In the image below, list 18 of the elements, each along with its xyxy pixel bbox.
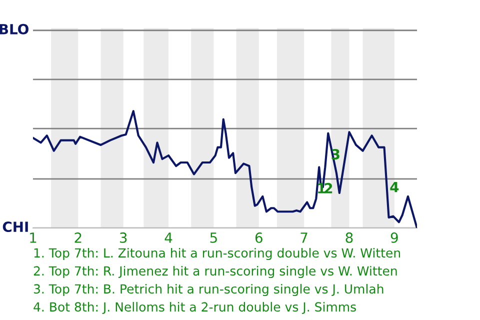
- x-tick-label: 2: [74, 232, 82, 243]
- ref-line-label: BLO: [0, 24, 28, 34]
- x-tick-label: 1: [30, 232, 36, 243]
- annotation: 2: [324, 182, 332, 194]
- x-tick-label: 6: [255, 232, 262, 243]
- x-tick-label: 5: [210, 232, 217, 243]
- x-tick-label: 4: [164, 232, 172, 243]
- text: 1. Top 7th: L. Zitouna hit a run-scoring double vs W. Witten: [34, 248, 400, 260]
- text: 4. Bot 8th: J. Nelloms hit a 2-run double vs J. Simms: [34, 302, 356, 314]
- x-tick-label: 3: [120, 232, 127, 243]
- annotation: 1: [318, 183, 326, 194]
- x-tick-label: 7: [300, 232, 308, 243]
- annotation: 4: [390, 182, 399, 192]
- text: 2. Top 7th: R. Jimenez hit a run-scoring single vs W. Witten: [34, 266, 397, 278]
- x-tick-label: 8: [346, 232, 353, 243]
- x-tick-label: 9: [390, 232, 398, 243]
- text: 3. Top 7th: B. Petrich hit a run-scoring single vs J. Umlah: [34, 284, 384, 296]
- ref-line-label: CHI: [2, 222, 28, 232]
